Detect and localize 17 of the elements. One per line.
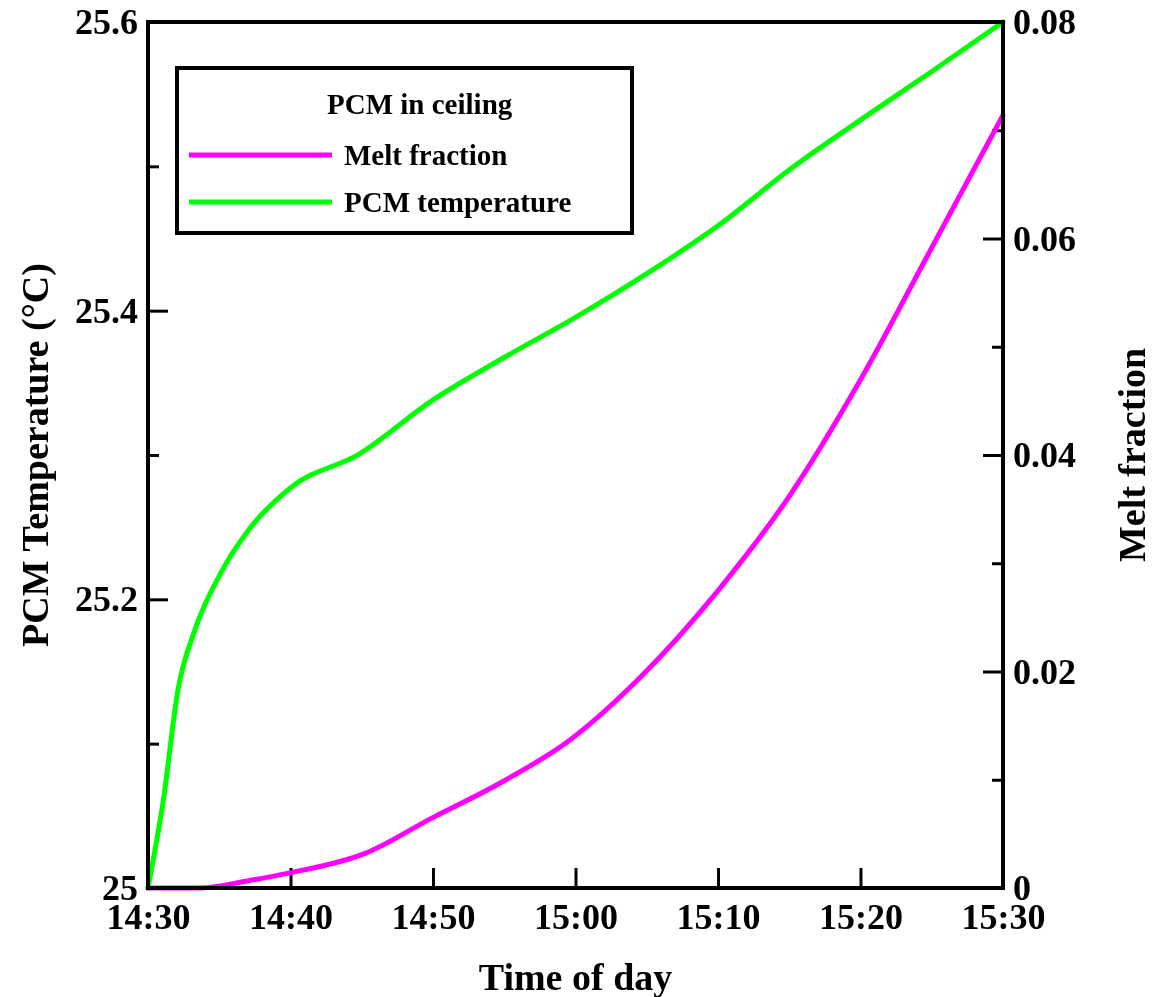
legend-label: Melt fraction: [344, 139, 508, 171]
x-tick-label: 15:00: [534, 897, 618, 938]
y-tick-label: 25.2: [75, 579, 138, 620]
y-axis-title: PCM Temperature (°C): [14, 263, 57, 647]
x-tick-label: 14:40: [249, 897, 334, 938]
y2-tick-label: 0.04: [1013, 435, 1076, 476]
y-tick-label: 25.4: [75, 290, 138, 331]
y2-axis-title: Melt fraction: [1111, 347, 1153, 563]
y2-tick-label: 0.06: [1013, 218, 1076, 259]
y-tick-label: 25.6: [75, 2, 138, 43]
y2-tick-label: 0.08: [1013, 2, 1076, 43]
x-tick-label: 14:50: [391, 897, 476, 938]
legend-title: PCM in ceiling: [327, 88, 513, 120]
legend-label: PCM temperature: [344, 186, 572, 218]
x-tick-label: 15:20: [818, 897, 903, 938]
x-tick-label: 15:10: [676, 897, 761, 938]
y2-tick-label: 0.02: [1013, 651, 1076, 692]
